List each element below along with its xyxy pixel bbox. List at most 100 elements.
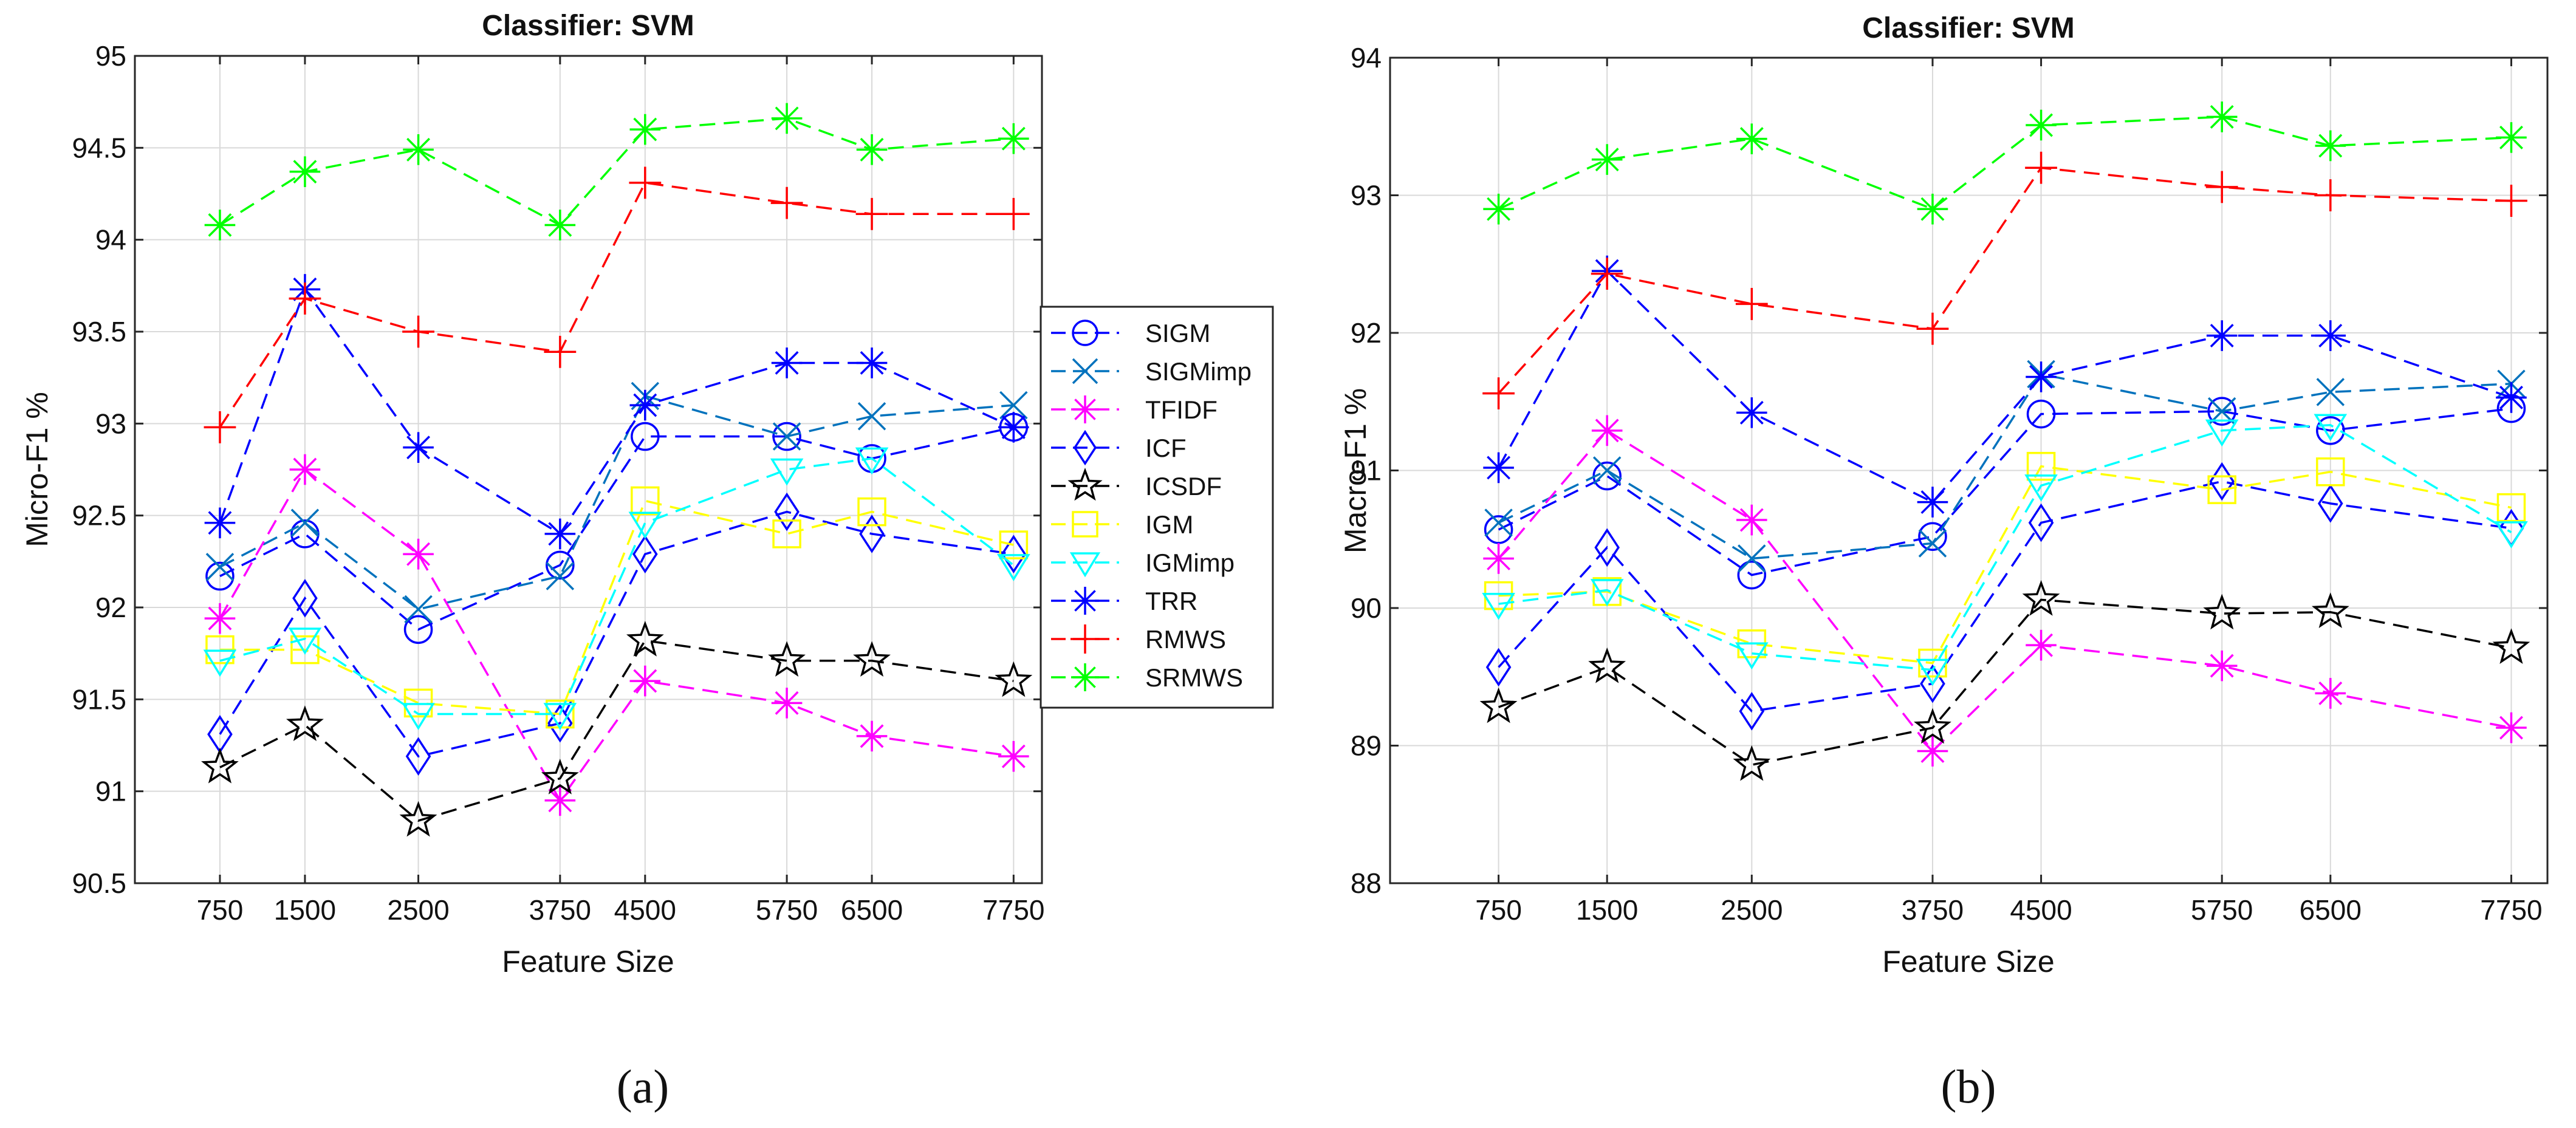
- data-point-icf: [632, 535, 658, 574]
- series-line-sigm: [1498, 407, 2512, 576]
- data-point-tfidf: [2026, 629, 2057, 661]
- data-point-igmimp: [855, 447, 889, 475]
- y-tick-label: 91: [95, 776, 126, 807]
- data-point-sigmimp: [1918, 529, 1947, 558]
- series-tfidf: [204, 454, 1029, 816]
- data-point-srmws: [2206, 101, 2238, 132]
- data-point-sigm: [631, 422, 660, 451]
- y-tick-label: 93: [95, 408, 126, 439]
- legend-item-icsdf: ICSDF: [1051, 468, 1222, 501]
- series-line-icsdf: [1498, 598, 2512, 767]
- data-point-icsdf: [2022, 579, 2060, 616]
- data-point-sigmimp: [404, 595, 433, 624]
- tick-labels: 90.5 91 91.5 92 92.5 93 93.5 94 94.5 95 750 1500 250…: [72, 40, 1044, 926]
- data-point-igmimp: [1916, 658, 1950, 686]
- series-srmws: [1483, 101, 2527, 225]
- legend-item-sigmimp: SIGMimp: [1051, 357, 1252, 386]
- series-line-tfidf: [219, 468, 1014, 803]
- data-point-sigmimp: [546, 562, 575, 590]
- data-point-rmws: [204, 411, 236, 443]
- data-point-icsdf: [399, 801, 437, 837]
- data-point-sigm: [1737, 560, 1767, 590]
- data-point-srmws: [2496, 122, 2527, 153]
- y-tick-label: 93: [1351, 180, 1382, 211]
- x-tick-label: 750: [1475, 894, 1522, 926]
- data-point-igm: [857, 497, 886, 527]
- data-point-srmws: [1591, 144, 1623, 175]
- data-point-trr: [403, 432, 434, 463]
- y-tick-label: 92: [95, 592, 126, 623]
- data-point-igmimp: [2024, 474, 2058, 502]
- data-point-sigmimp: [857, 402, 886, 431]
- series-line-igmimp: [1498, 424, 2512, 671]
- legend-item-icf: ICF: [1051, 429, 1187, 466]
- data-point-sigmimp: [772, 422, 801, 451]
- x-tick-label: 2500: [387, 894, 449, 926]
- data-point-icsdf: [286, 705, 324, 742]
- series-line-icf: [1498, 480, 2512, 713]
- data-point-srmws: [1483, 193, 1514, 225]
- data-point-igmimp: [288, 627, 322, 655]
- data-point-trr: [1917, 487, 1948, 518]
- series-line-tfidf: [1498, 429, 2512, 753]
- data-point-srmws: [856, 134, 888, 165]
- series-line-sigmimp: [219, 394, 1014, 610]
- data-point-icf: [1739, 692, 1765, 731]
- data-point-sigm: [2207, 397, 2236, 426]
- data-point-igm: [999, 530, 1029, 559]
- data-point-icf: [859, 514, 885, 553]
- data-point-tfidf: [856, 720, 888, 752]
- data-point-rmws: [2205, 171, 2238, 203]
- y-tick-label: 94: [1351, 42, 1382, 73]
- data-point-tfidf: [2206, 650, 2238, 682]
- x-tick-label: 7750: [2480, 894, 2542, 926]
- legend-item-tfidf: TFIDF: [1051, 395, 1218, 424]
- y-tick-label: 92.5: [72, 500, 126, 532]
- data-point-igmimp: [628, 511, 662, 539]
- data-point-trr: [544, 518, 576, 550]
- series-line-sigm: [219, 426, 1014, 631]
- data-point-rmws: [629, 166, 662, 199]
- legend-label-igmimp: IGMimp: [1145, 549, 1235, 577]
- x-tick-label: 1500: [1576, 894, 1638, 926]
- y-tick-label: 92: [1351, 317, 1382, 349]
- legend-label-igm: IGM: [1145, 510, 1193, 539]
- legend-item-srmws: SRMWS: [1051, 663, 1243, 692]
- legend-item-rmws: RMWS: [1051, 624, 1226, 654]
- data-point-sigm: [1484, 515, 1513, 544]
- series-rmws: [204, 166, 1030, 443]
- data-point-tfidf: [1736, 504, 1767, 536]
- legend-marker-icf: [1073, 429, 1097, 466]
- series-srmws: [204, 103, 1029, 241]
- data-point-icf: [774, 492, 800, 532]
- series-icsdf: [1479, 579, 2530, 781]
- data-point-icsdf: [1733, 745, 1771, 781]
- series-igmimp: [1482, 414, 2528, 686]
- data-point-icf: [292, 579, 318, 618]
- series-tfidf: [1483, 415, 2527, 767]
- y-axis-label: Macro-F1 %: [1338, 388, 1372, 553]
- data-point-sigmimp: [1738, 544, 1766, 573]
- x-tick-label: 5750: [756, 894, 818, 926]
- data-point-tfidf: [204, 603, 236, 634]
- data-point-tfidf: [403, 538, 434, 570]
- data-point-rmws: [997, 197, 1030, 230]
- data-point-igmimp: [2314, 414, 2348, 442]
- y-tick-label: 91: [1351, 455, 1382, 487]
- series-rmws: [1482, 151, 2527, 410]
- series-line-srmws: [219, 117, 1014, 227]
- data-point-rmws: [1916, 312, 1949, 345]
- series-line-icf: [219, 510, 1014, 758]
- data-point-tfidf: [289, 454, 321, 485]
- legend-marker-sigm: [1072, 320, 1098, 346]
- legend-marker-tfidf: [1071, 395, 1099, 423]
- data-point-icf: [1594, 528, 1620, 567]
- y-tick-label: 93.5: [72, 316, 126, 347]
- legend-marker-igmimp: [1069, 552, 1101, 578]
- chart-micro-f1: 90.5 91 91.5 92 92.5 93 93.5 94 94.5 95 750 1500 250…: [20, 10, 1045, 1113]
- data-point-srmws: [289, 156, 321, 187]
- y-tick-label: 90: [1351, 592, 1382, 624]
- y-tick-label: 94.5: [72, 132, 126, 163]
- legend-item-igmimp: IGMimp: [1051, 549, 1235, 578]
